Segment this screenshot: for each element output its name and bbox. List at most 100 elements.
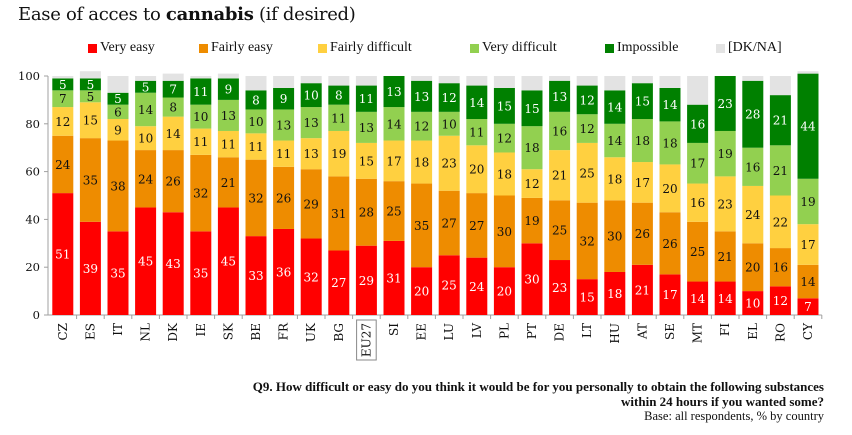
legend-swatch (318, 43, 327, 53)
data-label: 5 (87, 90, 95, 104)
bar-segment (52, 193, 74, 315)
data-label: 25 (386, 205, 401, 219)
data-label: 12 (442, 91, 457, 105)
bar-segment (273, 76, 295, 88)
legend-swatch (605, 43, 614, 53)
bar-segment (162, 116, 184, 151)
data-label: 14 (662, 98, 678, 112)
x-tick-label: RO (773, 323, 787, 342)
data-label: 39 (83, 262, 98, 276)
bar-segment (135, 207, 157, 315)
data-label: 15 (635, 95, 650, 109)
data-label: 28 (745, 108, 760, 122)
data-label: 23 (442, 157, 457, 171)
bar-segment (438, 255, 460, 315)
data-label: 27 (331, 276, 346, 290)
bar-segment (383, 107, 405, 141)
bar-segment (411, 111, 433, 141)
chart-title-prefix: Ease of acces to (18, 4, 166, 25)
bar-segment (687, 221, 709, 282)
bar-segment (576, 202, 598, 280)
data-label: 16 (773, 261, 788, 275)
x-tick-label: IE (194, 323, 208, 337)
x-tick-label: EU27 (359, 323, 373, 357)
data-label: 18 (524, 141, 539, 155)
bar-segment (576, 142, 598, 203)
x-tick-label: NL (139, 323, 153, 342)
data-label: 12 (524, 177, 539, 191)
bar-segment (521, 90, 543, 127)
bar-segment (687, 183, 709, 222)
data-label: 5 (59, 78, 67, 92)
chart-title-bold: cannabis (165, 4, 254, 25)
bar-segment (328, 130, 350, 177)
bar-segment (604, 157, 626, 201)
data-label: 13 (276, 118, 291, 132)
bar-segment (328, 176, 350, 251)
bar-segment (742, 76, 764, 81)
data-label: 45 (138, 255, 153, 269)
bar-segment (273, 166, 295, 229)
bar-segment (797, 73, 819, 179)
data-label: 10 (442, 117, 457, 131)
data-label: 35 (83, 173, 98, 187)
bar-segment (52, 78, 74, 91)
bar-segment (107, 76, 129, 93)
bar-segment (52, 90, 74, 108)
bar-segment (107, 92, 129, 105)
bar-segment (549, 200, 571, 261)
bar-segment (245, 109, 267, 134)
bar-segment (411, 76, 433, 81)
data-label: 13 (221, 109, 236, 123)
legend-swatch (470, 43, 479, 53)
x-tick-label: LV (470, 323, 484, 339)
bar-segment (438, 111, 460, 136)
data-label: 24 (138, 172, 154, 186)
data-label: 35 (193, 267, 208, 281)
data-label: 12 (773, 294, 788, 308)
bar-segment (79, 138, 101, 222)
x-tick-label: BG (332, 323, 346, 342)
data-label: 16 (745, 160, 760, 174)
bar-segment (714, 130, 736, 177)
bar-segment (438, 83, 460, 112)
x-tick-label: AT (635, 323, 649, 340)
data-label: 14 (607, 134, 623, 148)
data-label: 12 (580, 93, 595, 107)
bar-segment (162, 97, 184, 117)
bar-segment (493, 87, 515, 124)
bar-segment (383, 240, 405, 315)
bar-segment (742, 80, 764, 148)
bar-segment (217, 73, 239, 79)
legend-item: [DK/NA] (716, 40, 782, 56)
legend-swatch (88, 43, 97, 53)
bar-segment (79, 221, 101, 315)
legend-label: Very difficult (482, 40, 557, 55)
bar-segment (576, 76, 598, 86)
bar-segment (466, 145, 488, 194)
bar-segment (217, 78, 239, 100)
bar-segment (355, 111, 377, 143)
bar-segment (797, 71, 819, 74)
data-label: 13 (386, 85, 401, 99)
data-label: 10 (304, 89, 319, 103)
bar-segment (135, 150, 157, 208)
data-label: 25 (690, 245, 705, 259)
bar-segment (631, 202, 653, 265)
bar-segment (79, 90, 101, 103)
question-line-2: within 24 hours if you wanted some? (621, 394, 824, 409)
bar-segment (714, 231, 736, 282)
data-label: 15 (524, 102, 539, 116)
data-label: 8 (169, 101, 177, 115)
chart-title: Ease of acces to cannabis (if desired) (18, 4, 356, 25)
data-label: 18 (497, 167, 512, 181)
bar-segment (466, 85, 488, 120)
bar-segment (273, 228, 295, 315)
bar-segment (521, 126, 543, 170)
bar-segment (245, 90, 267, 110)
data-label: 29 (304, 197, 319, 211)
bar-segment (273, 87, 295, 110)
bar-segment (107, 104, 129, 120)
data-label: 7 (169, 83, 177, 97)
bar-segment (604, 271, 626, 315)
